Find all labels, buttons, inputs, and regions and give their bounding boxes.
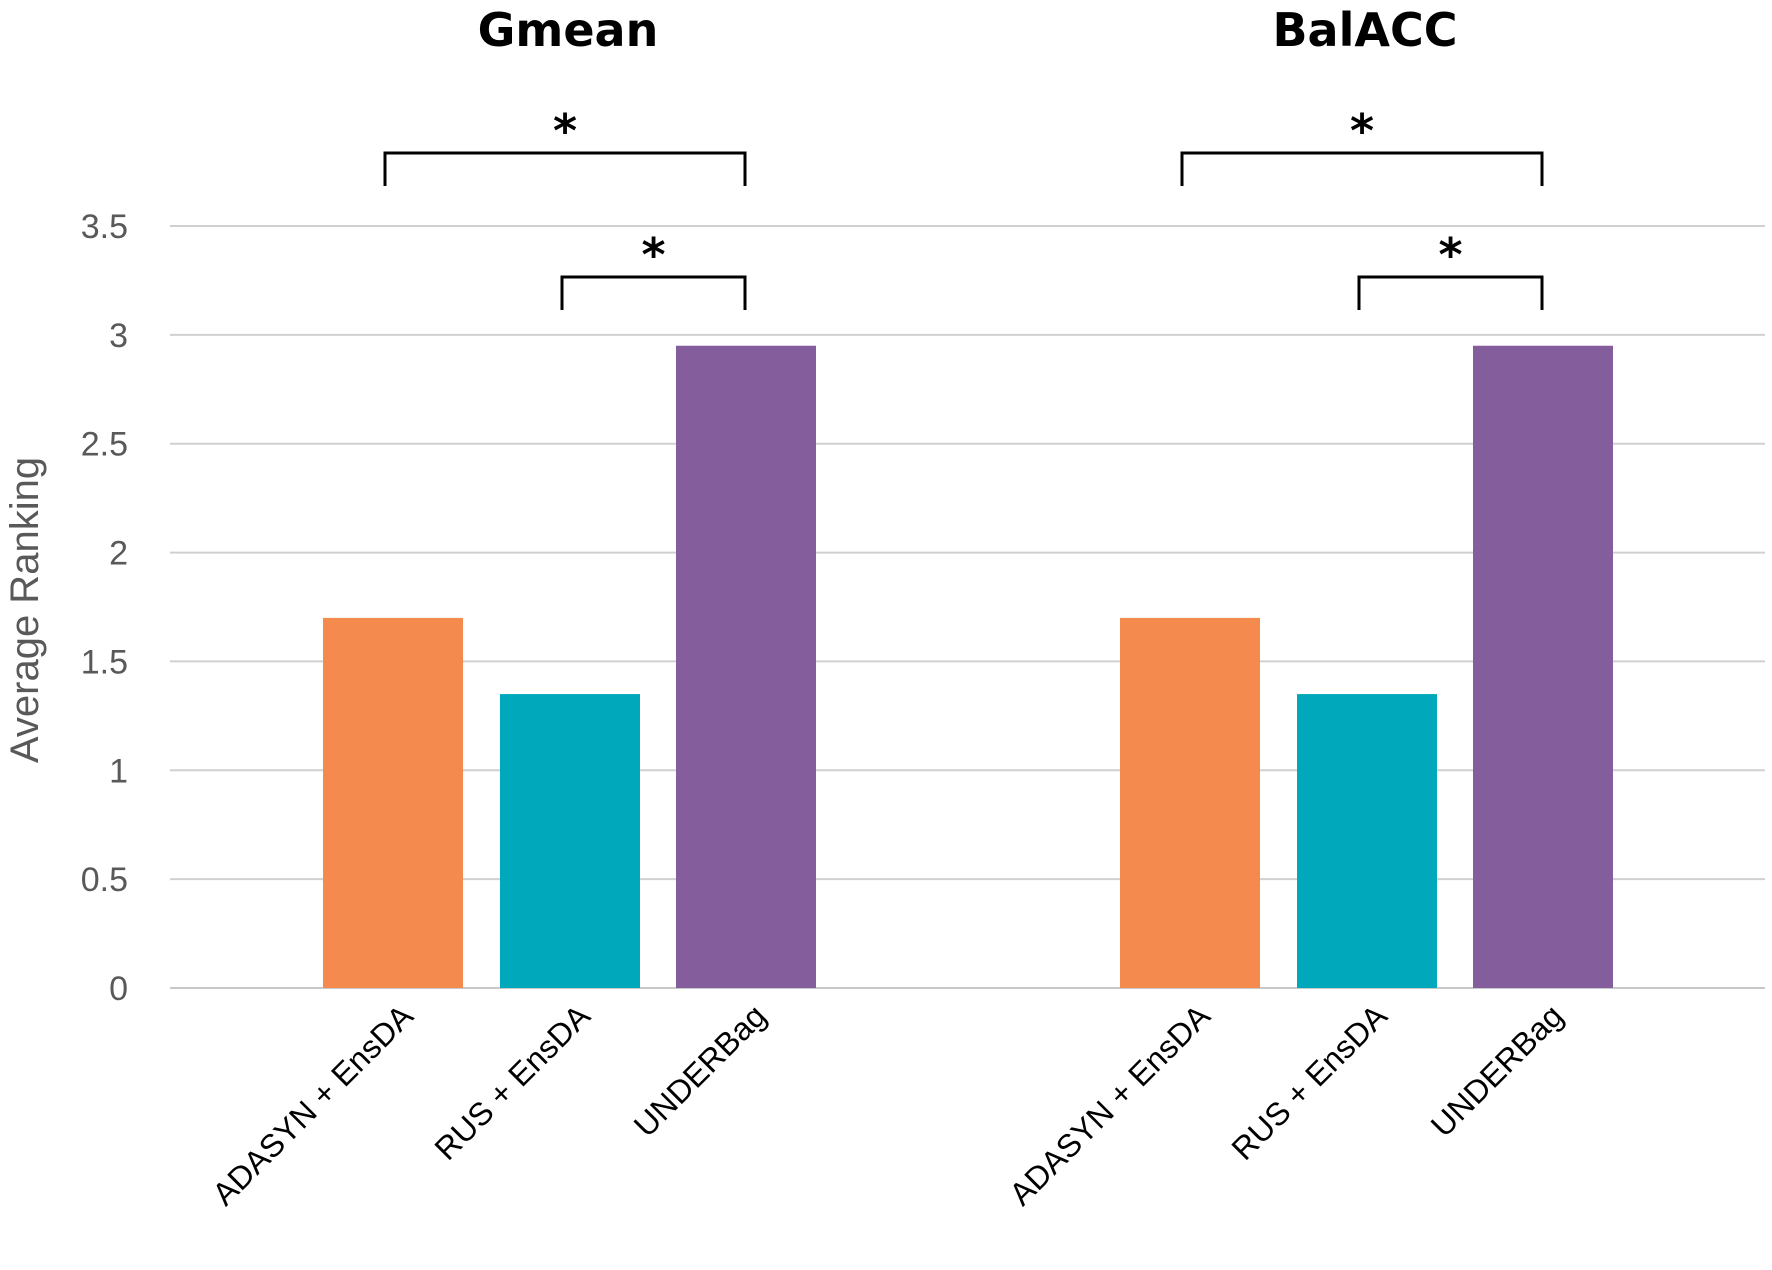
significance-bracket xyxy=(1357,275,1544,310)
y-tick-label: 2 xyxy=(109,535,128,573)
category-label: UNDERBag xyxy=(1424,997,1570,1143)
significance-star: * xyxy=(641,228,665,282)
bar-gmean-1 xyxy=(500,694,640,988)
y-tick-label: 0 xyxy=(109,970,128,1008)
panel-title: Gmean xyxy=(478,3,659,57)
y-tick-label: 0.5 xyxy=(81,861,128,899)
significance-star: * xyxy=(553,104,577,158)
panel-title: BalACC xyxy=(1273,3,1458,57)
y-tick-label: 3 xyxy=(109,317,128,355)
y-axis-label: Average Ranking xyxy=(3,457,47,763)
category-label: ADASYN + EnsDA xyxy=(205,997,420,1212)
significance-bracket xyxy=(560,275,747,310)
bar-balacc-2 xyxy=(1473,345,1613,988)
bars-layer xyxy=(323,345,1613,988)
bar-balacc-0 xyxy=(1120,617,1260,988)
annotation-layer: * * * * xyxy=(383,104,1544,310)
significance-bracket xyxy=(383,151,747,186)
y-tick-label: 1.5 xyxy=(81,643,128,681)
bar-balacc-1 xyxy=(1297,694,1437,988)
significance-star: * xyxy=(1350,104,1374,158)
y-tick-label: 2.5 xyxy=(81,426,128,464)
significance-bracket xyxy=(1180,151,1544,186)
category-label: RUS + EnsDA xyxy=(428,997,598,1167)
y-tick-label: 1 xyxy=(109,752,128,790)
category-label: UNDERBag xyxy=(627,997,773,1143)
y-tick-label: 3.5 xyxy=(81,208,128,246)
bar-gmean-0 xyxy=(323,617,463,988)
category-label: RUS + EnsDA xyxy=(1225,997,1395,1167)
significance-star: * xyxy=(1438,228,1462,282)
bar-gmean-2 xyxy=(676,345,816,988)
category-label: ADASYN + EnsDA xyxy=(1002,997,1217,1212)
